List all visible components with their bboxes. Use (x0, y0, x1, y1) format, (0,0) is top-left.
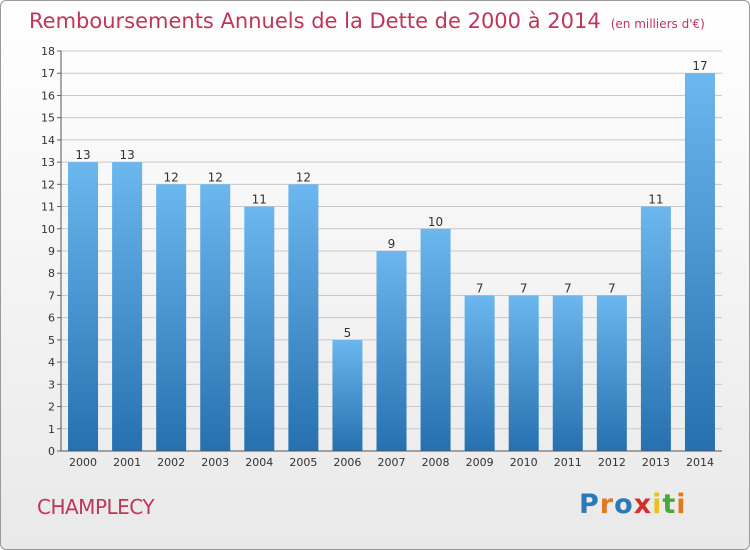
bar-2009 (464, 295, 495, 451)
bar-value-label: 13 (119, 148, 134, 162)
y-tick-label: 10 (41, 223, 55, 236)
y-tick-label: 0 (48, 445, 55, 458)
x-tick-label: 2005 (289, 456, 317, 469)
logo-letter: P (579, 489, 600, 520)
logo-letter: t (662, 489, 677, 520)
y-tick-label: 8 (48, 267, 55, 280)
x-tick-label: 2008 (422, 456, 450, 469)
bar-value-label: 5 (344, 326, 352, 340)
bar-value-label: 12 (208, 170, 223, 184)
y-tick-label: 4 (48, 356, 55, 369)
bars: 13 13 12 12 11 12 5 9 10 7 7 7 7 11 17 (68, 59, 715, 452)
x-tick-label: 2004 (245, 456, 273, 469)
x-tick-label: 2007 (378, 456, 406, 469)
bar-2000 (68, 162, 99, 451)
bar-2008 (420, 228, 451, 451)
chart-title-text: Remboursements Annuels de la Dette de 20… (29, 9, 601, 33)
x-tick-label: 2001 (113, 456, 141, 469)
logo-letter: r (599, 489, 615, 520)
bar-2004 (244, 206, 275, 451)
bar-2011 (552, 295, 583, 451)
y-tick-label: 14 (41, 134, 55, 147)
x-tick-label: 2006 (333, 456, 361, 469)
bar-2005 (288, 184, 319, 452)
proxiti-logo: Proxiti (579, 489, 687, 520)
logo-letter: x (633, 489, 653, 520)
bar-value-label: 11 (252, 193, 267, 207)
x-tick-label: 2009 (466, 456, 494, 469)
bar-value-label: 7 (476, 281, 484, 295)
y-tick-label: 1 (48, 423, 55, 436)
bar-value-label: 7 (608, 281, 616, 295)
bar-value-label: 11 (648, 193, 663, 207)
bar-2012 (596, 295, 627, 451)
bar-2014 (684, 73, 715, 451)
x-tick-label: 2010 (510, 456, 538, 469)
x-tick-label: 2003 (201, 456, 229, 469)
x-tick-label: 2014 (686, 456, 714, 469)
bar-2010 (508, 295, 539, 451)
x-tick-label: 2002 (157, 456, 185, 469)
bar-2006 (332, 339, 363, 451)
bar-2001 (112, 162, 143, 451)
bar-value-label: 9 (388, 237, 396, 251)
bar-value-label: 12 (164, 170, 179, 184)
bar-value-label: 12 (296, 170, 311, 184)
bar-value-label: 10 (428, 215, 443, 229)
bar-value-label: 7 (520, 281, 528, 295)
y-tick-label: 13 (41, 156, 55, 169)
y-tick-label: 5 (48, 334, 55, 347)
y-tick-label: 7 (48, 289, 55, 302)
x-tick-label: 2013 (642, 456, 670, 469)
bar-2007 (376, 251, 407, 451)
y-tick-label: 11 (41, 201, 55, 214)
y-tick-label: 3 (48, 378, 55, 391)
logo-letter: i (676, 489, 687, 520)
y-tick-label: 16 (41, 89, 55, 102)
y-tick-label: 12 (41, 178, 55, 191)
x-tick-label: 2011 (554, 456, 582, 469)
y-tick-label: 18 (41, 45, 55, 58)
y-tick-label: 17 (41, 67, 55, 80)
y-tick-label: 2 (48, 401, 55, 414)
bar-2013 (640, 206, 671, 451)
x-tick-label: 2012 (598, 456, 626, 469)
y-tick-label: 15 (41, 112, 55, 125)
bar-value-label: 17 (692, 59, 707, 73)
bar-value-label: 7 (564, 281, 572, 295)
place-name: CHAMPLECY (37, 495, 155, 519)
bar-value-label: 13 (75, 148, 90, 162)
bar-2003 (200, 184, 231, 452)
chart-title: Remboursements Annuels de la Dette de 20… (29, 9, 705, 33)
logo-letter: o (614, 489, 634, 520)
y-tick-label: 6 (48, 312, 55, 325)
x-tick-label: 2000 (69, 456, 97, 469)
y-tick-label: 9 (48, 245, 55, 258)
logo-letter: i (652, 489, 663, 520)
bar-2002 (156, 184, 187, 452)
chart-unit: (en milliers d'€) (610, 17, 705, 31)
